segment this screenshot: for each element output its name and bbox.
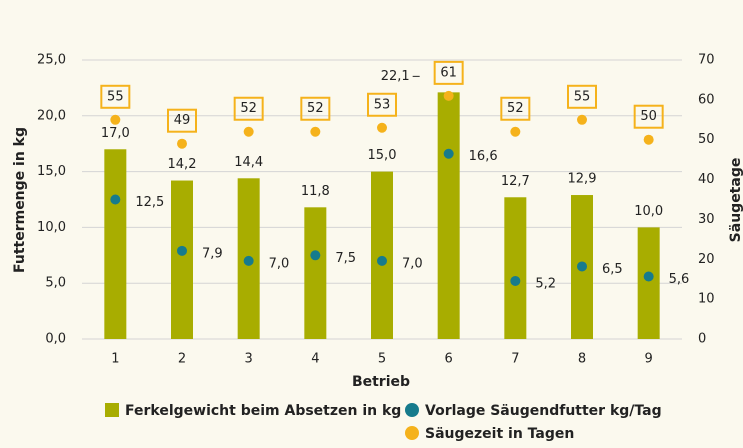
label-box (567, 84, 597, 109)
y-tick-label: 0,0 (45, 332, 66, 347)
dot-value-label: 7,5 (335, 251, 356, 266)
dot-value-label: 50 (640, 109, 657, 124)
legend-swatch (405, 426, 419, 440)
dot-value-label: 5,2 (535, 276, 556, 291)
bar (104, 149, 127, 339)
y-tick-label: 15,0 (37, 164, 66, 179)
bar-value-label: 15,0 (368, 148, 397, 163)
dot (643, 271, 654, 282)
dot-value-label: 61 (440, 65, 457, 80)
legend: Vorlage Säugendfutter kg/Tag (425, 403, 662, 419)
dot-value-label: 52 (507, 101, 524, 116)
bar (504, 197, 527, 339)
label-box (167, 108, 197, 133)
dot (443, 148, 454, 159)
x-tick-label: 6 (445, 352, 453, 367)
dot-value-label: 12,5 (135, 195, 164, 210)
dot (310, 250, 321, 261)
y-tick-label: 25,0 (37, 53, 66, 68)
bar-value-label: 22,1 (381, 69, 410, 84)
y2-tick-label: 60 (698, 92, 715, 107)
dot (443, 90, 454, 101)
y-tick-label: 5,0 (45, 276, 66, 291)
dot (577, 114, 587, 125)
x-axis-title: Betrieb (352, 374, 410, 390)
legend: Säugezeit in Tagen (425, 426, 574, 442)
dot (243, 126, 254, 137)
bar (304, 207, 327, 339)
bar (171, 180, 193, 339)
x-tick-label: 9 (645, 352, 653, 367)
y2-tick-label: 30 (698, 212, 715, 227)
dot (510, 126, 521, 137)
y2-tick-label: 40 (698, 172, 715, 187)
dot-value-label: 7,0 (269, 256, 290, 271)
bar (637, 227, 660, 339)
bar-value-label: 14,2 (168, 157, 197, 172)
x-tick-label: 4 (311, 352, 319, 367)
bar-value-label: 10,0 (634, 204, 663, 219)
dot (577, 261, 587, 272)
bar-value-label: 12,7 (501, 174, 530, 189)
dot-value-label: 16,6 (469, 149, 498, 164)
label-box (300, 96, 331, 121)
y2-tick-label: 70 (698, 53, 715, 68)
bar-value-label: 11,8 (301, 184, 330, 199)
legend: Ferkelgewicht beim Absetzen in kg (125, 403, 401, 419)
y2-tick-label: 10 (698, 292, 715, 307)
dot (377, 255, 387, 266)
label-box (500, 96, 531, 121)
dot-value-label: 55 (107, 89, 124, 104)
dot (177, 245, 187, 256)
y2-tick-label: 20 (698, 252, 715, 267)
y-tick-label: 10,0 (37, 220, 66, 235)
y-axis-title: Futtermenge in kg (12, 127, 28, 273)
dot (177, 138, 187, 149)
x-tick-label: 5 (378, 352, 386, 367)
label-box (233, 96, 264, 121)
bar (437, 92, 460, 339)
dot-value-label: 7,9 (202, 246, 223, 261)
x-tick-label: 7 (511, 352, 519, 367)
label-box (633, 104, 664, 129)
dot (310, 126, 321, 137)
dot (110, 194, 121, 205)
dot-value-label: 53 (374, 97, 391, 112)
y2-tick-label: 50 (698, 132, 715, 147)
bar-value-label: 12,9 (568, 172, 597, 187)
x-tick-label: 3 (245, 352, 253, 367)
dot (643, 134, 654, 145)
legend-swatch (105, 403, 119, 417)
label-box (100, 84, 131, 109)
dot (510, 275, 521, 286)
dot-value-label: 5,6 (669, 272, 690, 287)
legend-swatch (405, 403, 419, 417)
dot-value-label: 55 (574, 89, 591, 104)
dot (377, 122, 387, 133)
bar-value-label: 17,0 (101, 126, 130, 141)
x-tick-label: 1 (111, 352, 119, 367)
x-tick-label: 2 (178, 352, 186, 367)
bar-value-label: 14,4 (234, 155, 263, 170)
dot-value-label: 49 (174, 113, 191, 128)
dot (110, 114, 121, 125)
label-box (433, 60, 464, 85)
y2-axis-title: Säugetage (728, 158, 743, 243)
dot-value-label: 52 (307, 101, 324, 116)
dot-value-label: 52 (240, 101, 257, 116)
dot-value-label: 6,5 (602, 262, 623, 277)
x-tick-label: 8 (578, 352, 586, 367)
dot-value-label: 7,0 (402, 256, 423, 271)
y2-tick-label: 0 (698, 332, 706, 347)
bar (371, 171, 393, 339)
dot (243, 255, 254, 266)
label-box (367, 92, 397, 117)
y-tick-label: 20,0 (37, 108, 66, 123)
